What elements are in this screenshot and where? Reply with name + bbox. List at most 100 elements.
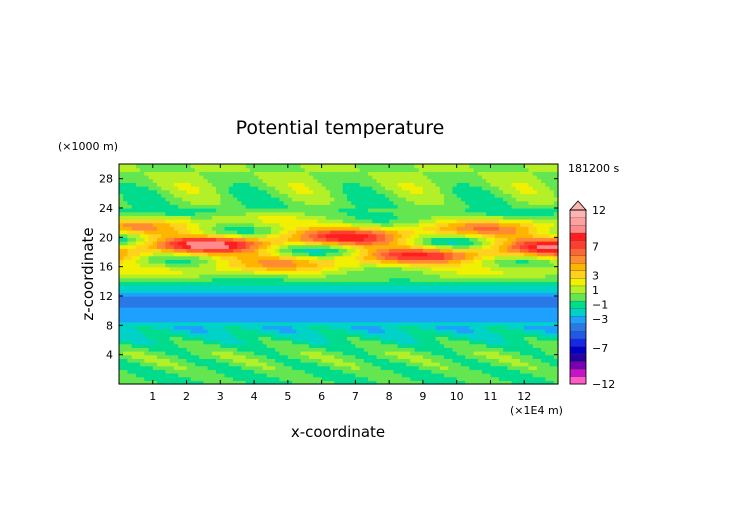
contour-cell — [473, 325, 479, 330]
contour-cell — [393, 281, 399, 286]
contour-cell — [279, 358, 285, 363]
contour-cell — [389, 336, 394, 341]
contour-cell — [528, 252, 534, 257]
contour-cell — [507, 263, 513, 268]
contour-cell — [422, 347, 428, 352]
contour-cell — [368, 263, 373, 268]
contour-cell — [469, 307, 475, 312]
contour-cell — [262, 299, 268, 304]
contour-cell — [422, 241, 428, 246]
contour-cell — [507, 354, 513, 359]
contour-cell — [498, 343, 504, 348]
contour-cell — [486, 365, 492, 370]
contour-cell — [520, 252, 525, 257]
contour-cell — [173, 252, 179, 257]
contour-cell — [203, 296, 209, 301]
contour-cell — [300, 380, 306, 385]
contour-cell — [431, 208, 437, 213]
contour-cell — [283, 219, 289, 224]
contour-cell — [363, 303, 369, 308]
contour-cell — [439, 277, 445, 282]
contour-cell — [393, 270, 399, 275]
contour-cell — [241, 332, 247, 337]
contour-cell — [338, 343, 344, 348]
contour-cell — [384, 369, 390, 374]
contour-cell — [199, 321, 205, 326]
contour-cell — [321, 252, 327, 257]
contour-cell — [498, 325, 504, 330]
contour-cell — [545, 281, 551, 286]
contour-cell — [346, 208, 352, 213]
contour-cell — [342, 307, 348, 312]
contour-cell — [397, 259, 403, 264]
contour-cell — [283, 237, 289, 242]
contour-cell — [393, 215, 399, 220]
contour-cell — [422, 351, 428, 356]
contour-cell — [444, 270, 449, 275]
contour-cell — [418, 208, 424, 213]
contour-cell — [410, 248, 416, 253]
contour-cell — [346, 285, 352, 290]
contour-cell — [452, 318, 458, 323]
contour-cell — [178, 244, 183, 249]
contour-cell — [245, 303, 251, 308]
contour-cell — [427, 296, 432, 301]
contour-cell — [131, 230, 137, 235]
contour-cell — [418, 321, 424, 326]
contour-cell — [469, 233, 475, 238]
contour-cell — [127, 241, 133, 246]
contour-cell — [439, 343, 445, 348]
contour-cell — [304, 343, 310, 348]
contour-cell — [338, 292, 344, 297]
contour-cell — [279, 263, 285, 268]
contour-cell — [448, 237, 454, 242]
contour-cell — [140, 233, 145, 238]
contour-cell — [279, 215, 285, 220]
contour-cell — [232, 310, 238, 315]
contour-cell — [283, 340, 289, 345]
contour-cell — [486, 358, 492, 363]
contour-cell — [296, 222, 302, 227]
contour-cell — [444, 288, 449, 293]
contour-cell — [541, 321, 546, 326]
contour-cell — [207, 299, 213, 304]
contour-cell — [279, 211, 285, 216]
contour-cell — [241, 252, 247, 257]
contour-cell — [135, 296, 141, 301]
contour-cell — [275, 237, 280, 242]
contour-cell — [173, 263, 179, 268]
contour-cell — [178, 321, 183, 326]
contour-cell — [304, 321, 310, 326]
contour-cell — [262, 362, 268, 367]
contour-cell — [262, 233, 268, 238]
contour-cell — [266, 281, 272, 286]
contour-cell — [431, 347, 437, 352]
contour-cell — [486, 373, 492, 378]
contour-cell — [528, 340, 534, 345]
contour-cell — [308, 281, 314, 286]
contour-cell — [321, 318, 327, 323]
contour-cell — [300, 237, 306, 242]
contour-cell — [490, 354, 496, 359]
contour-cell — [279, 270, 285, 275]
contour-cell — [258, 354, 264, 359]
contour-cell — [494, 281, 500, 286]
contour-cell — [232, 219, 238, 224]
contour-cell — [194, 321, 200, 326]
contour-cell — [334, 274, 340, 279]
contour-cell — [292, 241, 297, 246]
contour-cell — [203, 288, 209, 293]
contour-cell — [414, 332, 420, 337]
contour-cell — [304, 336, 310, 341]
contour-cell — [140, 208, 145, 213]
contour-cell — [431, 362, 437, 367]
contour-cell — [283, 310, 289, 315]
contour-cell — [549, 281, 555, 286]
contour-cell — [448, 266, 454, 271]
contour-cell — [397, 222, 403, 227]
contour-cell — [439, 211, 445, 216]
contour-cell — [469, 281, 475, 286]
contour-cell — [194, 376, 200, 381]
contour-cell — [317, 233, 323, 238]
contour-cell — [317, 263, 323, 268]
